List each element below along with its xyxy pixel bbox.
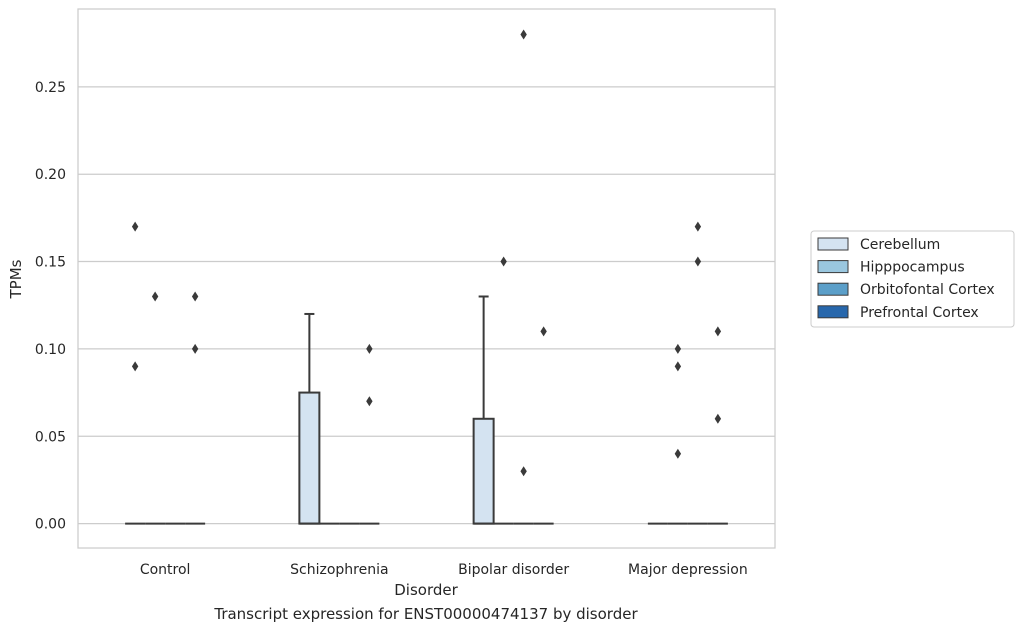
outlier-point — [500, 256, 507, 267]
legend-swatch — [817, 260, 849, 274]
legend-swatch — [817, 237, 849, 251]
box-group — [298, 312, 321, 525]
y-tick-label: 0.25 — [35, 80, 66, 96]
outlier-point — [674, 361, 682, 372]
y-tick-label: 0.05 — [35, 429, 66, 445]
outlier-point — [366, 396, 373, 407]
box-group — [185, 291, 206, 525]
box-group — [533, 326, 554, 525]
box-iqr — [472, 417, 495, 525]
box-group — [687, 221, 708, 525]
box-group — [667, 343, 688, 525]
box-group — [472, 295, 495, 525]
x-tick-label: Control — [140, 562, 191, 578]
outlier-point — [694, 256, 702, 267]
x-tick-label: Bipolar disorder — [458, 562, 569, 578]
y-tick-label: 0.10 — [35, 342, 66, 358]
x-axis-ticks: Control Schizophrenia Bipolar disorder Majo… — [140, 562, 748, 578]
box-group — [359, 343, 380, 525]
x-tick-label: Schizophrenia — [290, 562, 388, 578]
outlier-point — [674, 448, 682, 459]
box-group — [145, 291, 166, 525]
y-tick-label: 0.00 — [35, 517, 66, 533]
outlier-point — [520, 29, 527, 40]
outlier-point — [674, 343, 682, 354]
x-tick-label: Major depression — [628, 562, 748, 578]
y-axis-label: TPMs — [7, 259, 25, 299]
x-axis-label: Disorder — [394, 581, 458, 599]
legend-label: Prefrontal Cortex — [860, 305, 979, 321]
y-axis-ticks: 0.00 0.05 0.10 0.15 0.20 0.25 — [35, 80, 66, 533]
legend-swatch — [817, 282, 849, 296]
outlier-point — [191, 291, 199, 302]
gridlines — [78, 86, 775, 525]
outlier-point — [366, 343, 373, 354]
box-group — [125, 221, 146, 525]
plot-frame — [77, 8, 776, 549]
boxplot-chart: 0.00 0.05 0.10 0.15 0.20 0.25 Control Schizoph… — [7, 8, 1015, 599]
box-layer — [125, 29, 728, 525]
box-iqr — [298, 391, 321, 525]
y-tick-label: 0.15 — [35, 255, 66, 271]
legend-label: Hipppocampus — [860, 260, 965, 276]
box-group — [493, 256, 514, 525]
outlier-point — [131, 361, 139, 372]
legend-label: Orbitofontal Cortex — [860, 282, 995, 298]
legend-label: Cerebellum — [860, 237, 940, 253]
outlier-point — [540, 326, 547, 337]
outlier-point — [151, 291, 159, 302]
y-tick-label: 0.20 — [35, 167, 66, 183]
outlier-point — [714, 326, 722, 337]
outlier-point — [714, 413, 722, 424]
outlier-point — [520, 466, 527, 477]
outlier-point — [191, 343, 199, 354]
figure-caption: Transcript expression for ENST0000047413… — [214, 605, 638, 623]
outlier-point — [694, 221, 702, 232]
box-group — [513, 29, 534, 525]
legend-swatch — [817, 305, 849, 319]
legend: Cerebellum Hipppocampus Orbitofontal Corte… — [810, 230, 1015, 328]
legend-frame — [810, 230, 1015, 328]
outlier-point — [131, 221, 139, 232]
box-group — [707, 326, 728, 525]
